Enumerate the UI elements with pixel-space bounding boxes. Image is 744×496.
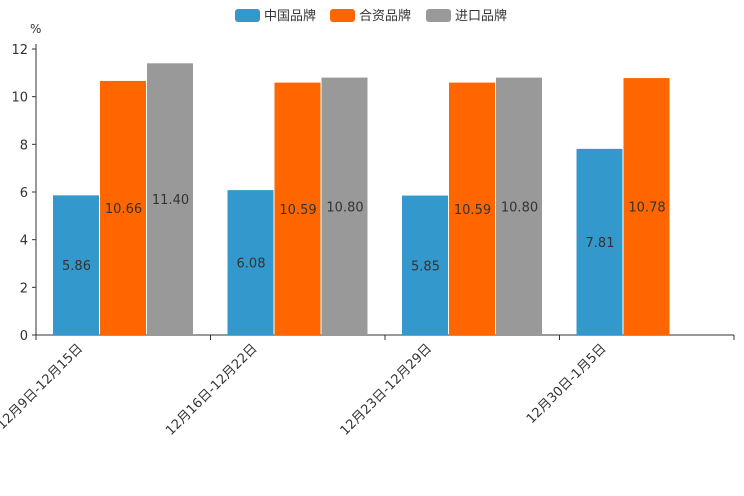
x-tick-label-2: 12月23日-12月29日 <box>338 341 435 438</box>
data-label-0-0: 5.86 <box>62 259 91 274</box>
legend-swatch-1 <box>330 9 355 22</box>
y-axis: 0 2 4 6 8 10 12 <box>11 43 37 344</box>
y-unit-label: % <box>30 22 41 36</box>
bar-2-2 <box>496 77 542 335</box>
data-label-1-1: 10.59 <box>279 203 316 218</box>
legend-swatch-2 <box>426 9 451 22</box>
bar-1-2 <box>449 82 495 335</box>
data-label-0-3: 7.81 <box>586 236 615 251</box>
bar-1-1 <box>274 82 321 335</box>
bar-1-3 <box>623 78 670 336</box>
y-tick-label-6: 6 <box>20 186 28 201</box>
x-tick-label-0: 12月9日-12月15日 <box>0 341 86 433</box>
y-tick-label-4: 4 <box>20 234 28 249</box>
legend-label-0: 中国品牌 <box>264 8 316 24</box>
y-tick-label-2: 2 <box>20 281 28 296</box>
data-label-2-1: 10.80 <box>326 200 363 215</box>
y-tick-label-10: 10 <box>11 91 28 106</box>
data-label-1-2: 10.59 <box>454 203 491 218</box>
bar-0-3 <box>576 148 623 335</box>
legend-label-2: 进口品牌 <box>455 8 507 24</box>
x-tick-label-3: 12月30日-1月5日 <box>524 341 610 427</box>
data-label-0-1: 6.08 <box>237 257 266 272</box>
bars <box>53 63 670 336</box>
x-tick-label-1: 12月16日-12月22日 <box>163 341 260 438</box>
legend-swatch-0 <box>235 9 260 22</box>
y-tick-label-12: 12 <box>11 43 28 58</box>
y-tick-label-8: 8 <box>20 138 28 153</box>
data-label-1-3: 10.78 <box>628 201 665 216</box>
data-label-2-0: 11.40 <box>152 193 189 208</box>
bar-0-1 <box>227 190 274 335</box>
legend-label-1: 合资品牌 <box>359 8 411 24</box>
bar-1-0 <box>100 80 146 335</box>
data-labels: 5.86 10.66 11.40 6.08 10.59 10.80 5.85 10.59 10.… <box>62 193 666 274</box>
bar-2-0 <box>147 63 193 336</box>
y-tick-label-0: 0 <box>20 329 28 344</box>
bar-0-0 <box>53 195 99 335</box>
x-axis: 12月9日-12月15日 12月16日-12月22日 12月23日-12月29日 12… <box>0 334 735 439</box>
data-label-2-2: 10.80 <box>501 200 538 215</box>
data-label-0-2: 5.85 <box>411 259 440 274</box>
bar-2-1 <box>321 77 368 335</box>
bar-0-2 <box>402 195 448 335</box>
data-label-1-0: 10.66 <box>105 202 142 217</box>
legend: 中国品牌 合资品牌 进口品牌 <box>235 8 507 24</box>
